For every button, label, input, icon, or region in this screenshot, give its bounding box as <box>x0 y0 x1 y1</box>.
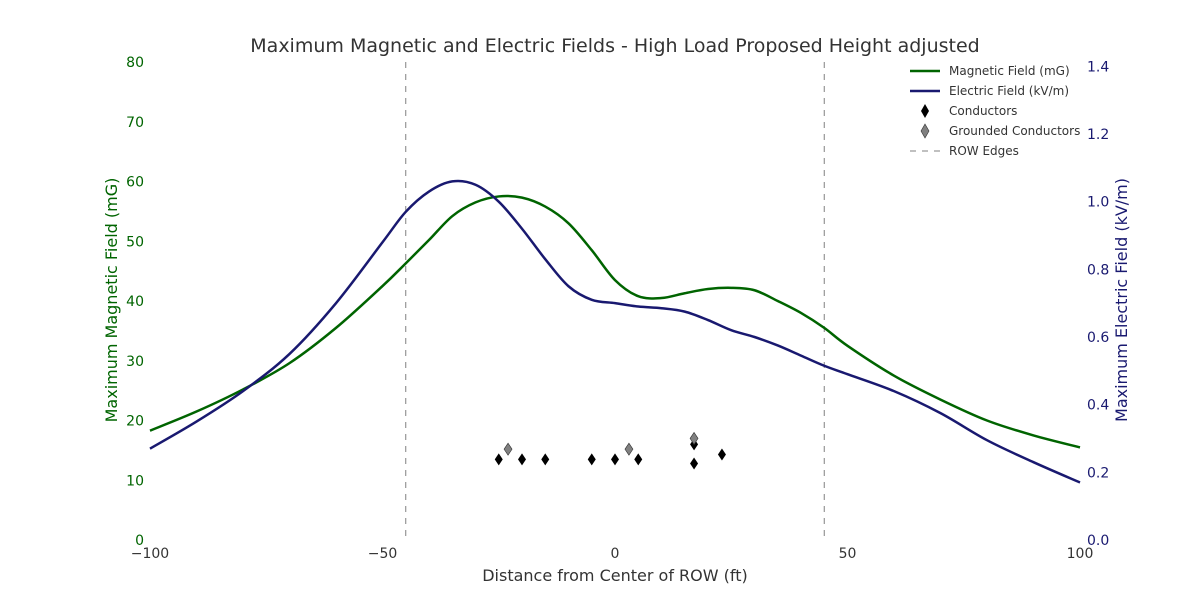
y-right-tick-label: 0.6 <box>1087 330 1109 346</box>
y-left-tick-label: 50 <box>126 234 144 250</box>
y-left-tick-label: 40 <box>126 294 144 310</box>
y-right-axis-title: Maximum Electric Field (kV/m) <box>1112 178 1131 422</box>
legend-label-magnetic: Magnetic Field (mG) <box>949 64 1070 78</box>
y-right-tick-label: 1.0 <box>1087 195 1109 211</box>
x-tick-label: 50 <box>839 546 857 562</box>
conductor-marker <box>518 453 526 466</box>
y-left-tick-label: 10 <box>126 473 144 489</box>
y-right-tick-label: 0.0 <box>1087 533 1109 549</box>
series-lines <box>149 179 1081 484</box>
legend-label-row-edges: ROW Edges <box>949 144 1019 158</box>
x-tick-label: 100 <box>1067 546 1094 562</box>
conductor-marker <box>494 453 503 466</box>
legend-marker-grounded <box>920 123 930 139</box>
y-left-tick-label: 60 <box>126 175 144 191</box>
y-left-tick-label: 30 <box>126 354 144 370</box>
y-left-tick-label: 80 <box>126 55 144 71</box>
grounded-conductor-marker <box>624 442 634 456</box>
legend-marker-conductor <box>921 104 929 118</box>
legend-label-grounded: Grounded Conductors <box>949 124 1080 138</box>
conductor-marker <box>690 457 699 470</box>
x-tick-label: −100 <box>131 546 169 562</box>
x-axis-title: Distance from Center of ROW (ft) <box>482 566 748 585</box>
y-right-tick-label: 1.4 <box>1087 59 1109 75</box>
legend-label-electric: Electric Field (kV/m) <box>949 84 1069 98</box>
x-tick-label: 0 <box>611 546 620 562</box>
chart-title: Maximum Magnetic and Electric Fields - H… <box>250 35 979 57</box>
y-right-axis-ticks: 0.0 0.2 0.4 0.6 0.8 1.0 1.2 1.4 <box>1087 59 1109 549</box>
legend-label-conductors: Conductors <box>949 104 1017 118</box>
conductor-marker <box>587 453 596 466</box>
magnetic-field-line <box>149 194 1081 449</box>
conductor-marker <box>717 448 726 461</box>
row-edge-lines <box>405 62 825 540</box>
y-right-tick-label: 1.2 <box>1087 127 1109 143</box>
y-left-tick-label: 20 <box>126 414 144 430</box>
y-left-axis-title: Maximum Magnetic Field (mG) <box>102 178 121 423</box>
y-right-tick-label: 0.4 <box>1087 398 1109 414</box>
grounded-conductor-marker <box>689 431 699 445</box>
y-right-tick-label: 0.8 <box>1087 262 1109 278</box>
y-left-axis-ticks: 0 10 20 30 40 50 60 70 80 <box>126 55 144 549</box>
x-axis-ticks: −100 −50 0 50 100 <box>131 546 1094 562</box>
conductor-marker <box>541 453 550 466</box>
conductor-markers <box>494 431 726 470</box>
y-right-tick-label: 0.2 <box>1087 465 1109 481</box>
conductor-marker <box>611 453 619 466</box>
x-tick-label: −50 <box>368 546 398 562</box>
legend: Magnetic Field (mG) Electric Field (kV/m… <box>910 64 1080 158</box>
electric-field-line <box>149 179 1081 484</box>
y-left-tick-label: 0 <box>135 533 144 549</box>
y-left-tick-label: 70 <box>126 115 144 131</box>
conductor-marker <box>634 453 643 466</box>
grounded-conductor-marker <box>503 442 513 456</box>
